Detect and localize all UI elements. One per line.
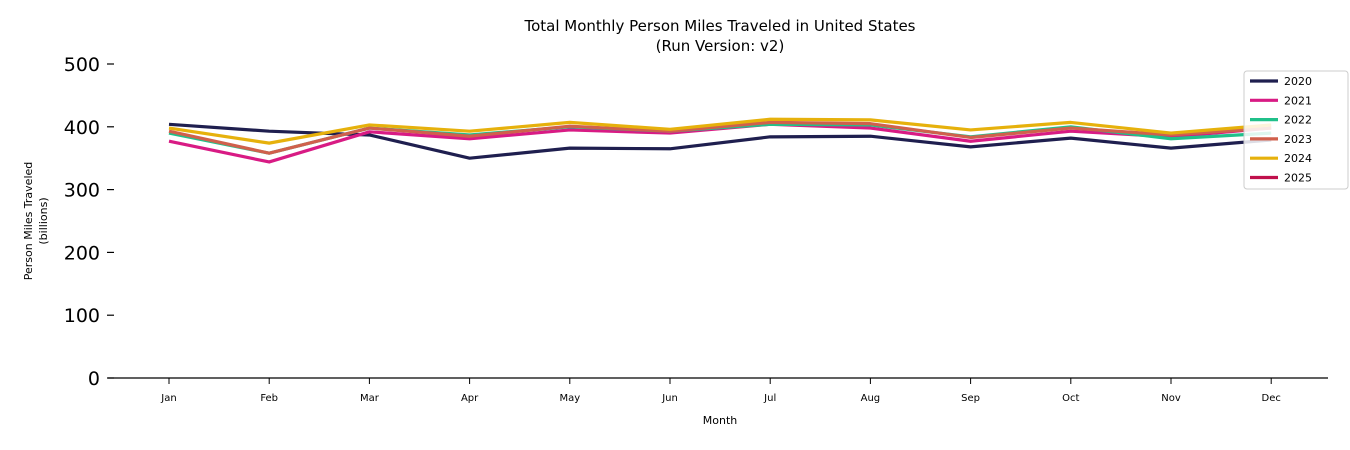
x-tick-label: Dec: [1262, 393, 1281, 404]
y-tick-label: 400: [64, 117, 100, 139]
x-tick-label: Jan: [160, 393, 176, 404]
legend-label: 2025: [1284, 172, 1312, 185]
x-tick-label: May: [559, 393, 580, 404]
series-line-2020: [168, 122, 1272, 160]
legend-label: 2022: [1284, 114, 1312, 127]
y-tick-label: 0: [88, 368, 100, 390]
x-tick-label: Jul: [763, 393, 776, 404]
y-axis-label: Person Miles Traveled: [22, 162, 35, 281]
x-tick-label: Feb: [260, 393, 278, 404]
x-tick-label: Apr: [461, 393, 479, 404]
x-tick-label: Mar: [360, 393, 380, 404]
chart-subtitle: (Run Version: v2): [656, 37, 785, 55]
series-line-2022: [168, 122, 1272, 155]
y-tick-label: 100: [64, 305, 100, 327]
legend-label: 2023: [1284, 133, 1312, 146]
series-line-2023: [168, 120, 1272, 155]
x-tick-label: Jun: [661, 393, 678, 404]
y-axis-label-unit: (billions): [37, 197, 50, 244]
legend-label: 2024: [1284, 152, 1312, 165]
legend: 2020 2021 2022 2023 2024 2025: [1243, 70, 1349, 190]
legend-label: 2021: [1284, 94, 1312, 107]
x-tick-label: Oct: [1062, 393, 1079, 404]
y-tick-label: 200: [64, 242, 100, 264]
y-tick-label: 500: [64, 54, 100, 76]
x-tick-label: Sep: [961, 393, 980, 404]
x-tick-label: Aug: [861, 393, 881, 404]
x-axis-label: Month: [703, 414, 738, 427]
y-tick-label: 300: [64, 180, 100, 202]
x-tick-label: Nov: [1161, 393, 1181, 404]
series-line-2024: [168, 117, 1272, 145]
legend-label: 2020: [1284, 75, 1312, 88]
chart-title: Total Monthly Person Miles Traveled in U…: [523, 17, 915, 35]
